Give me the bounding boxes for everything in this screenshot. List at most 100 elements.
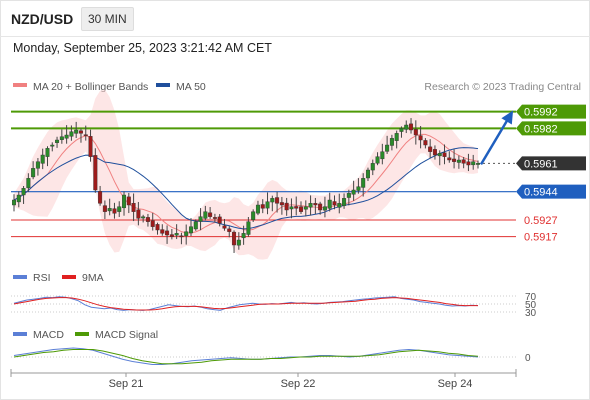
candle-body [399,128,404,132]
candle-body [380,151,385,160]
candle-body [122,194,127,209]
timeframe-badge[interactable]: 30 MIN [81,7,134,31]
candle-body [174,233,179,236]
candle-body [212,217,217,219]
candle-body [232,231,237,246]
level-tag-0.5944 [516,184,586,199]
candle-body [279,202,284,206]
rsi-tick-70: 70 [525,292,537,303]
rsi-ma-legend-label: 9MA [82,272,104,284]
candle-body [88,136,93,157]
candle-body [337,203,342,208]
candle-body [404,124,409,130]
candle-body [35,161,40,169]
candle-body [409,123,414,131]
candle-body [93,155,98,191]
x-tick-label-2: Sep 24 [438,378,473,390]
candle-body [327,199,332,209]
candle-body [31,168,36,178]
candle-body [64,134,69,139]
candle-body [265,201,270,209]
level-tag-0.5982 [516,121,586,136]
level-tag-0.5992 [516,104,586,119]
candle-body [227,228,232,232]
candle-body [308,203,313,208]
candle-body [418,135,423,141]
candle-body [188,226,193,234]
candle-body [447,157,452,161]
x-tick-label-0: Sep 21 [109,378,144,390]
candle-body [198,216,203,222]
ma50-legend-swatch [156,83,170,87]
candle-body [78,130,83,134]
candle-body [112,208,117,214]
candle-body [126,196,131,206]
candle-body [332,201,337,206]
rsi-tick-30: 30 [525,308,537,319]
macd-signal-line [13,349,479,365]
level-label-0.5927: 0.5927 [524,215,558,227]
candle-body [145,217,150,222]
candle-body [222,225,227,229]
candle-body [255,204,260,214]
timestamp: Monday, September 25, 2023 3:21:42 AM CE… [13,41,272,55]
x-tick-label-1: Sep 22 [281,378,316,390]
forecast-arrow-head [501,110,514,125]
candle-body [303,206,308,210]
candle-body [437,153,442,157]
candle-body [394,133,399,141]
forecast-arrow-shaft [479,115,512,165]
candle-body [117,206,122,212]
candle-body [16,194,21,203]
candle-body [217,216,222,224]
candle-body [50,144,55,147]
ma20-legend-swatch [13,83,27,87]
candle-body [346,193,351,198]
candle-body [318,203,323,211]
candle-body [351,189,356,195]
candle-body [165,230,170,236]
candle-body [428,146,433,152]
candle-body [21,188,26,196]
candle-body [98,191,103,204]
rsi-legend-swatch [13,275,27,279]
macd-signal-legend-label: MACD Signal [95,329,158,341]
candle-body [476,163,481,165]
candle-body [423,140,428,146]
candle-body [356,186,361,191]
ma20-legend-label: MA 20 + Bollinger Bands [33,81,148,93]
candle-body [442,152,447,157]
candle-body [11,199,16,206]
level-label-0.5917: 0.5917 [524,232,558,244]
rsi-tick-50: 50 [525,300,537,311]
candle-body [260,204,265,209]
candle-body [461,159,466,164]
research-credit: Research © 2023 Trading Central [424,81,581,93]
candle-body [389,138,394,146]
macd-tick-0: 0 [525,353,531,364]
candle-body [236,239,241,246]
candle-body [413,129,418,136]
candle-body [246,221,251,235]
bollinger-band [14,89,478,260]
rsi-legend-label: RSI [33,272,51,284]
candle-body [456,159,461,163]
candle-body [208,212,213,217]
level-label-0.5992: 0.5992 [524,107,558,119]
level-label-0.5944: 0.5944 [524,187,558,199]
candle-body [361,178,366,188]
candle-body [83,134,88,137]
candle-body [102,205,107,212]
candle-body [299,206,304,212]
candle-body [284,202,289,211]
candle-body [385,144,390,152]
candle-body [169,234,174,237]
candle-body [59,136,64,140]
level-label-0.5961: 0.5961 [524,158,558,170]
candle-body [322,206,327,211]
candle-body [184,231,189,236]
candle-body [131,203,136,212]
candle-body [203,211,208,219]
candle-body [193,221,198,230]
